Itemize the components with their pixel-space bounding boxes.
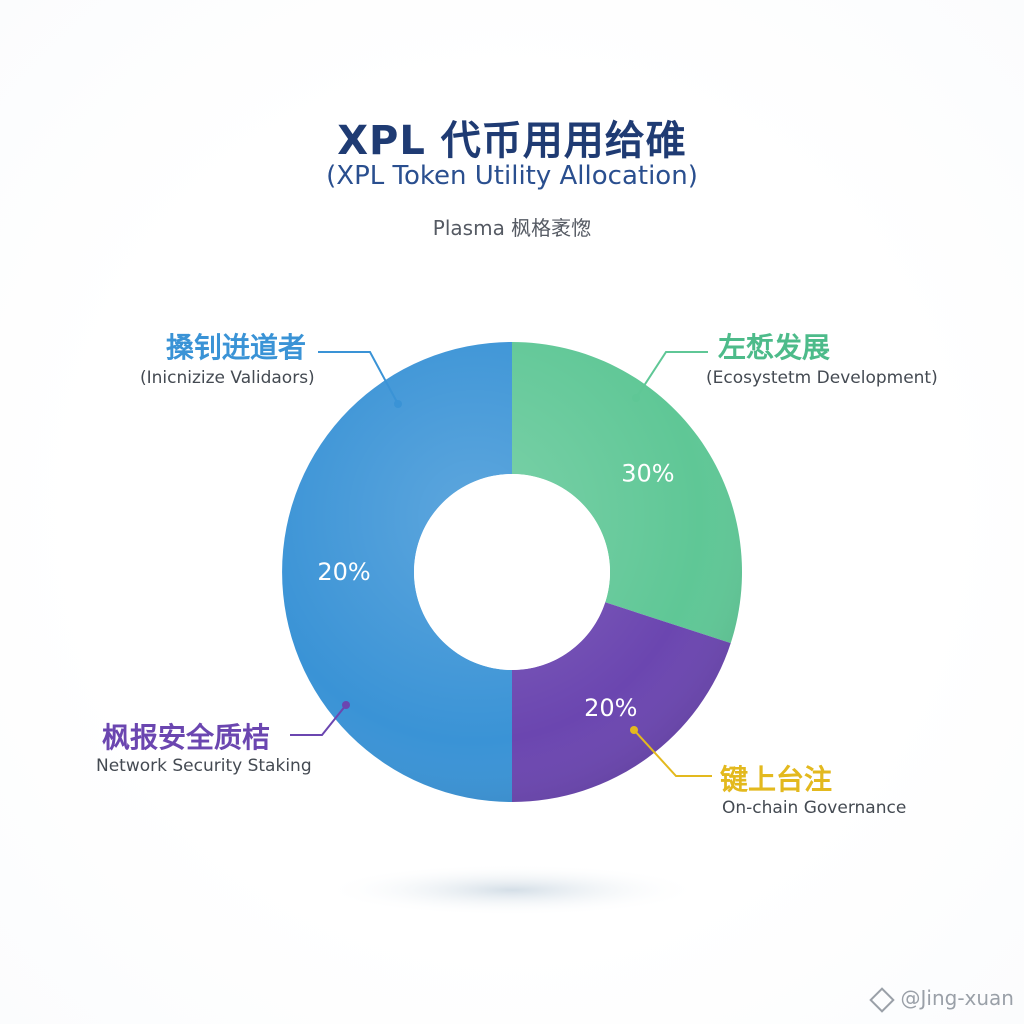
chart-title: XPL 代币用用给碓 — [337, 118, 687, 164]
leader-line-governance — [633, 729, 712, 777]
chart-caption: Plasma 枫格袤愡 — [432, 216, 592, 240]
chart-subtitle: (XPL Token Utility Allocation) — [326, 161, 698, 191]
label-validators-cn: 搡钊逬道者 — [166, 331, 307, 364]
label-governance-en: On-chain Governance — [722, 798, 907, 818]
label-ecosystem-cn: 左惁发展 — [718, 331, 831, 364]
watermark-text: @Jing-xuan — [900, 986, 1015, 1010]
label-governance-cn: 键上台注 — [720, 763, 833, 796]
label-ecosystem-en: (Ecosystetm Development) — [706, 368, 938, 388]
leader-dot-validators — [394, 400, 402, 408]
label-security-en: Network Security Staking — [96, 756, 312, 776]
label-security-cn: 枫报安全质桔 — [102, 721, 271, 754]
label-validators-en: (Inicnizize Validaors) — [140, 368, 315, 388]
leader-dot-governance — [630, 726, 638, 734]
slice-label-blue: 20% — [317, 558, 370, 586]
leader-line-validators — [318, 351, 399, 405]
slice-label-governance: 20% — [584, 694, 637, 722]
leader-dot-security — [342, 701, 350, 709]
chart-shadow — [322, 864, 702, 916]
donut-hole — [414, 474, 610, 670]
slice-label-ecosystem: 30% — [621, 459, 674, 487]
logo-icon — [868, 986, 895, 1013]
leader-line-security — [290, 704, 347, 736]
leader-line-ecosystem — [635, 351, 708, 399]
leader-dot-ecosystem — [632, 394, 640, 402]
watermark: @Jing-xuan — [868, 986, 1015, 1013]
